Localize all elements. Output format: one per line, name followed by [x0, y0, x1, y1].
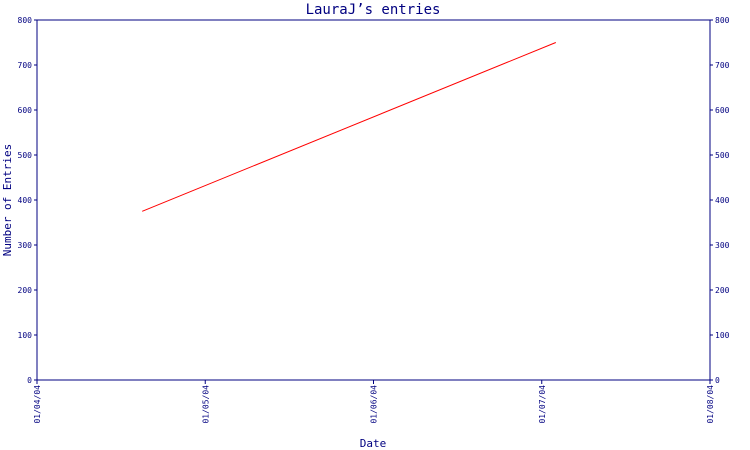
y-tick-left-label: 500	[18, 151, 33, 160]
x-axis: 01/04/04 01/05/04 01/06/04 01/07/04 01/08/04	[33, 380, 715, 424]
plot-frame	[36, 19, 711, 381]
y-tick-left-label: 200	[18, 286, 33, 295]
x-tick-label: 01/08/04	[706, 385, 715, 424]
y-tick-right-label: 800	[715, 16, 730, 25]
series-line-0	[142, 42, 556, 212]
y-tick-left-label: 400	[18, 196, 33, 205]
x-tick-label: 01/07/04	[538, 385, 547, 424]
y-tick-right-label: 700	[715, 61, 730, 70]
y-tick-left-label: 800	[18, 16, 33, 25]
x-tick-label: 01/06/04	[370, 385, 379, 424]
x-axis-label: Date	[360, 437, 387, 450]
y-tick-right-label: 300	[715, 241, 730, 250]
y-tick-right-label: 200	[715, 286, 730, 295]
y-tick-left-label: 100	[18, 331, 33, 340]
x-tick-label: 01/04/04	[33, 385, 42, 424]
y-axis-left: 0 100 200 300 400 500 600 700 800	[18, 16, 37, 385]
y-tick-right-label: 100	[715, 331, 730, 340]
y-tick-right-label: 600	[715, 106, 730, 115]
y-tick-left-label: 700	[18, 61, 33, 70]
y-tick-right-label: 500	[715, 151, 730, 160]
chart-title: LauraJ’s entries	[306, 2, 441, 18]
y-tick-left-label: 300	[18, 241, 33, 250]
x-tick-label: 01/05/04	[201, 385, 210, 424]
series-layer	[142, 42, 556, 212]
y-tick-left-label: 0	[27, 376, 32, 385]
y-tick-left-label: 600	[18, 106, 33, 115]
y-tick-right-label: 400	[715, 196, 730, 205]
y-axis-label: Number of Entries	[1, 144, 14, 257]
y-axis-right: 0 100 200 300 400 500 600 700 800	[710, 16, 730, 385]
y-tick-right-label: 0	[715, 376, 720, 385]
